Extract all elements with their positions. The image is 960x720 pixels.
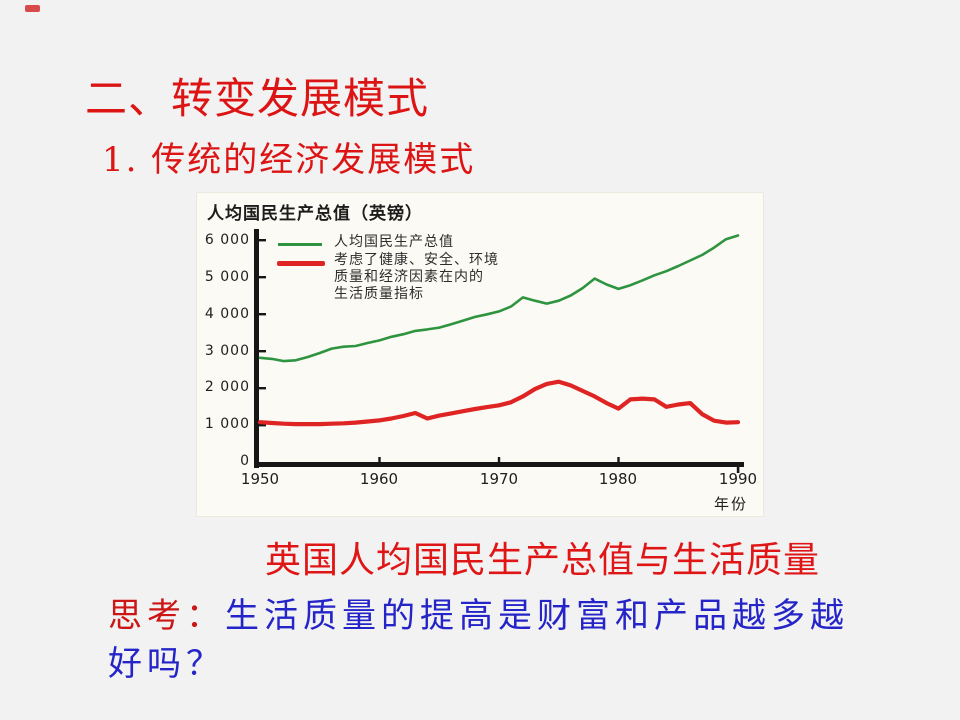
y-tick-label: 1 000 (204, 416, 250, 432)
think-line1: 思考：生活质量的提高是财富和产品越多越 (108, 592, 888, 640)
chart-plot (254, 229, 744, 473)
legend-label-quality-line3: 生活质量指标 (334, 286, 424, 302)
legend-label-gnp: 人均国民生产总值 (334, 234, 454, 250)
y-tick-label: 4 000 (204, 306, 250, 322)
y-tick-label: 6 000 (204, 232, 250, 248)
y-axis-bar (254, 229, 259, 468)
chart-image: 人均国民生产总值（英镑） 6 000 5 000 4 000 3 000 2 0… (197, 193, 763, 516)
think-question-line1: 生活质量的提高是财富和产品越多越 (225, 596, 849, 636)
series-line (258, 234, 740, 363)
y-tick-label: 5 000 (204, 269, 250, 285)
legend-line-swatch-green (278, 243, 322, 246)
think-question-line2: 好吗？ (108, 644, 225, 684)
axes (254, 229, 744, 468)
chart-title: 人均国民生产总值（英镑） (207, 204, 423, 224)
x-tick-label: 1970 (479, 470, 519, 488)
think-prefix: 思考： (108, 596, 225, 636)
red-dash-marker (25, 5, 40, 12)
legend-line-swatch-red (277, 261, 325, 266)
y-tick-label: 3 000 (204, 343, 250, 359)
x-tick-label: 1950 (240, 470, 280, 488)
x-axis-bar (254, 462, 744, 467)
x-tick-label: 1980 (598, 470, 638, 488)
slide-subtitle: 1. 传统的经济发展模式 (102, 140, 476, 180)
axis-ticks (259, 239, 740, 473)
x-axis-title: 年份 (714, 495, 749, 513)
legend-label-quality-line1: 考虑了健康、安全、环境 (334, 252, 499, 268)
y-tick-label: 2 000 (204, 379, 250, 395)
x-tick-label: 1960 (359, 470, 399, 488)
legend-label-quality-line2: 质量和经济因素在内的 (334, 269, 484, 285)
series-line (257, 379, 741, 427)
y-tick-label: 0 (240, 453, 250, 469)
x-tick-label: 1990 (718, 470, 758, 488)
think-block: 思考：生活质量的提高是财富和产品越多越 好吗？ (108, 592, 888, 688)
slide-title: 二、转变发展模式 (85, 74, 430, 123)
chart-caption: 英国人均国民生产总值与生活质量 (265, 540, 821, 581)
